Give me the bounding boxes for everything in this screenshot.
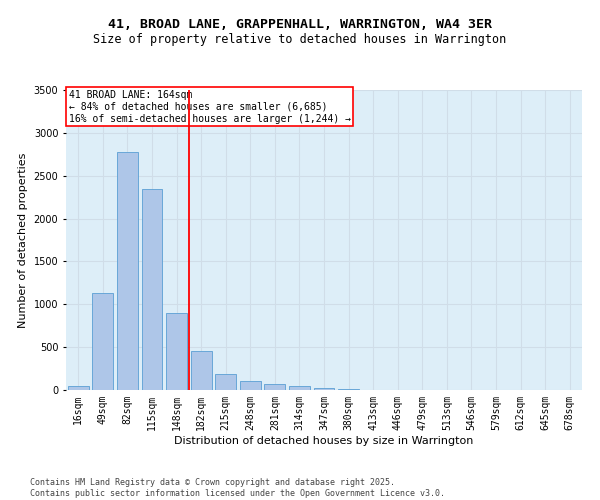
- Bar: [314, 388, 334, 390]
- Text: 41 BROAD LANE: 164sqm
← 84% of detached houses are smaller (6,685)
16% of semi-d: 41 BROAD LANE: 164sqm ← 84% of detached …: [68, 90, 350, 124]
- Text: 41, BROAD LANE, GRAPPENHALL, WARRINGTON, WA4 3ER: 41, BROAD LANE, GRAPPENHALL, WARRINGTON,…: [108, 18, 492, 30]
- Bar: [142, 188, 163, 390]
- Bar: [338, 389, 359, 390]
- Bar: [191, 352, 212, 390]
- X-axis label: Distribution of detached houses by size in Warrington: Distribution of detached houses by size …: [175, 436, 473, 446]
- Y-axis label: Number of detached properties: Number of detached properties: [18, 152, 28, 328]
- Bar: [68, 386, 89, 390]
- Bar: [166, 313, 187, 390]
- Bar: [215, 374, 236, 390]
- Bar: [117, 152, 138, 390]
- Bar: [289, 386, 310, 390]
- Bar: [240, 380, 261, 390]
- Bar: [92, 293, 113, 390]
- Bar: [265, 384, 286, 390]
- Text: Contains HM Land Registry data © Crown copyright and database right 2025.
Contai: Contains HM Land Registry data © Crown c…: [30, 478, 445, 498]
- Text: Size of property relative to detached houses in Warrington: Size of property relative to detached ho…: [94, 32, 506, 46]
